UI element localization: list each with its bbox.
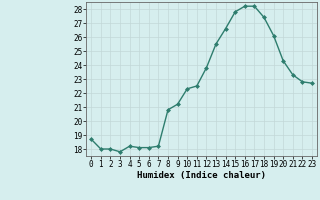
X-axis label: Humidex (Indice chaleur): Humidex (Indice chaleur) xyxy=(137,171,266,180)
